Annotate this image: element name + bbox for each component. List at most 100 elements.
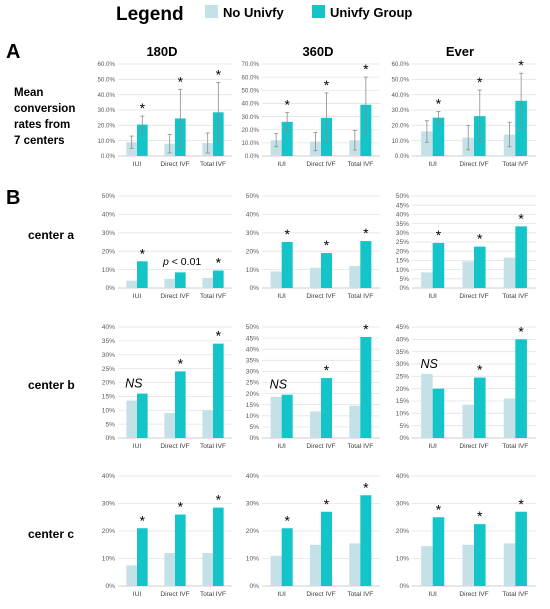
significance-asterisk: * <box>477 508 483 524</box>
bar-univfy-group-total-ivf <box>515 226 527 288</box>
ns-label: NS <box>125 377 143 391</box>
x-tick-label: IUI <box>133 293 142 300</box>
y-tick-label: 35% <box>102 338 115 345</box>
bar-univfy-group-iui <box>137 261 148 288</box>
bar-no-univfy-direct-ivf <box>309 267 321 288</box>
chart-a-360d: 0% 10% 20% 30% 40% 50% IUI * Direct IVF * Total IV… <box>246 193 380 300</box>
bar-univfy-group-total-ivf <box>213 270 224 288</box>
legend: Legend No Univfy Univfy Group <box>116 4 412 25</box>
chart-b-180d: 0% 5% 10% 15% 20% 25% 30% 35% 40% IUI NS Direct IVF… <box>102 324 232 450</box>
bar-univfy-group-iui <box>432 242 445 288</box>
significance-asterisk: * <box>324 362 330 378</box>
chart-c-ever: 0% 10% 20% 30% 40% IUI * Direct IVF * Total IVF * <box>396 473 536 598</box>
y-tick-label: 20% <box>246 528 259 535</box>
x-tick-label: IUI <box>428 293 437 300</box>
bar-univfy-group-direct-ivf <box>175 514 186 586</box>
p-symbol: p <box>162 256 169 268</box>
y-tick-label: 30% <box>396 361 409 368</box>
x-tick-label: Direct IVF <box>306 443 335 450</box>
y-tick-label: 5% <box>105 421 115 428</box>
y-tick-label: 0% <box>105 435 115 442</box>
bar-univfy-group-iui <box>281 528 293 586</box>
panel-letter-a: A <box>6 41 20 63</box>
y-tick-label: 20% <box>102 528 115 535</box>
y-tick-label: 0% <box>399 435 409 442</box>
bar-no-univfy-iui <box>126 142 137 156</box>
bar-no-univfy-direct-ivf <box>462 544 474 586</box>
y-tick-label: 30% <box>102 501 115 508</box>
bar-univfy-group-iui <box>432 388 445 438</box>
y-tick-label: 35% <box>396 349 409 356</box>
bar-univfy-group-iui <box>281 394 293 438</box>
bar-univfy-group-iui <box>432 117 445 156</box>
bar-no-univfy-iui <box>270 555 282 586</box>
y-tick-label: 30% <box>396 501 409 508</box>
x-tick-label: Direct IVF <box>160 591 189 598</box>
y-tick-label: 45% <box>246 335 259 342</box>
row-label-line-1: Mean <box>14 87 43 99</box>
bar-no-univfy-direct-ivf <box>309 544 321 586</box>
chart-a-180d: 0% 10% 20% 30% 40% 50% IUI * Direct IVF Total IVF… <box>102 193 232 300</box>
x-tick-label: IUI <box>428 161 437 168</box>
y-tick-label: 0.0% <box>101 153 116 160</box>
y-tick-label: 60.0% <box>97 61 115 68</box>
y-tick-label: 10.0% <box>391 138 409 145</box>
ns-label: NS <box>421 357 439 371</box>
y-tick-label: 40% <box>246 473 259 480</box>
row-label-line-2: conversion <box>14 103 75 115</box>
chart-c-360d: 0% 10% 20% 30% 40% IUI * Direct IVF * Total IVF * <box>246 473 380 598</box>
bar-no-univfy-total-ivf <box>503 543 516 586</box>
y-tick-label: 20.0% <box>391 123 409 130</box>
significance-asterisk: * <box>518 323 524 339</box>
x-tick-label: IUI <box>133 591 142 598</box>
y-tick-label: 30% <box>102 230 115 237</box>
p-value-note: p < 0.01 <box>162 256 201 268</box>
x-tick-label: IUI <box>277 591 286 598</box>
bar-univfy-group-total-ivf <box>360 495 372 586</box>
x-tick-label: Total IVF <box>347 591 373 598</box>
y-tick-label: 40% <box>102 473 115 480</box>
x-tick-label: IUI <box>277 161 286 168</box>
y-tick-label: 10% <box>396 267 409 274</box>
y-tick-label: 20% <box>396 248 409 255</box>
significance-asterisk: * <box>178 73 184 89</box>
y-tick-label: 15% <box>102 394 115 401</box>
x-tick-label: Direct IVF <box>459 591 488 598</box>
y-tick-label: 15% <box>396 398 409 405</box>
significance-asterisk: * <box>363 479 369 495</box>
x-tick-label: Total IVF <box>502 293 528 300</box>
panel-a-row-label: Mean conversion rates from 7 centers <box>14 87 79 147</box>
column-header-360d: 360D <box>302 44 333 59</box>
bar-no-univfy-iui <box>421 131 433 156</box>
significance-asterisk: * <box>140 512 146 528</box>
bar-univfy-group-iui <box>137 528 148 586</box>
significance-asterisk: * <box>477 231 483 247</box>
bar-no-univfy-direct-ivf <box>164 278 175 288</box>
significance-asterisk: * <box>518 57 524 73</box>
y-tick-label: 30% <box>246 230 259 237</box>
significance-asterisk: * <box>216 328 222 344</box>
bar-no-univfy-total-ivf <box>503 398 516 438</box>
y-tick-label: 5% <box>399 423 409 430</box>
significance-asterisk: * <box>140 245 146 261</box>
y-tick-label: 15% <box>396 258 409 265</box>
y-tick-label: 25% <box>396 374 409 381</box>
significance-asterisk: * <box>436 96 442 112</box>
x-tick-label: Total IVF <box>502 161 528 168</box>
y-tick-label: 10% <box>246 267 259 274</box>
y-tick-label: 20% <box>396 528 409 535</box>
bar-univfy-group-iui <box>137 124 148 156</box>
y-tick-label: 30.0% <box>391 107 409 114</box>
x-tick-label: Direct IVF <box>306 591 335 598</box>
y-tick-label: 5% <box>249 424 259 431</box>
bar-no-univfy-iui <box>126 280 137 288</box>
y-tick-label: 10% <box>246 556 259 563</box>
bar-no-univfy-iui <box>126 565 137 586</box>
x-tick-label: Total IVF <box>200 591 226 598</box>
x-tick-label: Total IVF <box>200 443 226 450</box>
bar-univfy-group-direct-ivf <box>474 246 486 288</box>
x-tick-label: Direct IVF <box>306 161 335 168</box>
y-tick-label: 40.0% <box>97 92 115 99</box>
bar-univfy-group-iui <box>432 517 445 586</box>
